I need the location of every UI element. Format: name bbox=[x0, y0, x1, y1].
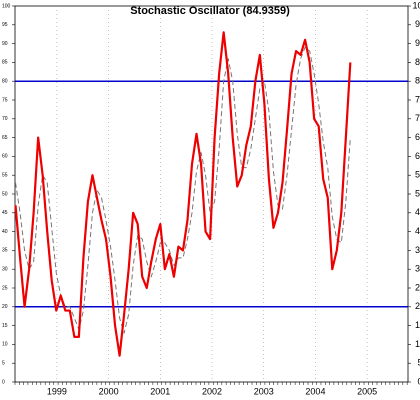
y-tick-label-right: 0 bbox=[417, 376, 420, 386]
x-tick-label: 2000 bbox=[99, 386, 119, 396]
x-tick-label: 2005 bbox=[357, 386, 377, 396]
y-tick-label-right: 65 bbox=[415, 132, 420, 142]
y-tick-label: 50 bbox=[2, 191, 8, 197]
y-tick-label-right: 35 bbox=[415, 245, 420, 255]
y-tick-label-right: 70 bbox=[415, 113, 420, 123]
y-tick-label-right: 20 bbox=[415, 301, 420, 311]
series-line bbox=[15, 46, 351, 334]
y-tick-label: 85 bbox=[2, 60, 8, 66]
y-tick-label: 0 bbox=[2, 379, 5, 385]
y-tick-label: 45 bbox=[2, 210, 8, 216]
y-tick-label: 10 bbox=[2, 342, 8, 348]
x-tick-label: 2001 bbox=[150, 386, 170, 396]
y-tick-label-right: 80 bbox=[415, 76, 420, 86]
y-tick-label: 90 bbox=[2, 41, 8, 47]
y-tick-label: 40 bbox=[2, 229, 8, 235]
y-tick-label-right: 60 bbox=[415, 151, 420, 161]
y-tick-label-right: 85 bbox=[415, 57, 420, 67]
x-tick-label: 2002 bbox=[202, 386, 222, 396]
y-tick-label: 5 bbox=[2, 361, 5, 367]
y-tick-label: 65 bbox=[2, 135, 8, 141]
y-tick-label-right: 5 bbox=[417, 358, 420, 368]
y-tick-label: 55 bbox=[2, 173, 8, 179]
chart-title: Stochastic Oscillator (84.9359) bbox=[130, 5, 290, 17]
y-tick-label: 100 bbox=[2, 3, 11, 9]
x-tick-label: 2003 bbox=[254, 386, 274, 396]
y-tick-label-right: 10 bbox=[415, 339, 420, 349]
y-tick-label: 80 bbox=[2, 79, 8, 85]
series-line bbox=[14, 31, 352, 357]
y-tick-label: 25 bbox=[2, 285, 8, 291]
y-tick-label-right: 100 bbox=[412, 0, 420, 10]
y-tick-label-right: 30 bbox=[415, 264, 420, 274]
y-tick-label-right: 15 bbox=[415, 320, 420, 330]
y-tick-label-right: 45 bbox=[415, 207, 420, 217]
y-tick-label: 20 bbox=[2, 304, 8, 310]
y-tick-label-right: 75 bbox=[415, 94, 420, 104]
y-tick-label-right: 55 bbox=[415, 170, 420, 180]
y-tick-label: 15 bbox=[2, 323, 8, 329]
y-tick-label: 30 bbox=[2, 267, 8, 273]
y-tick-label: 75 bbox=[2, 97, 8, 103]
y-tick-label: 70 bbox=[2, 116, 8, 122]
y-tick-label-right: 95 bbox=[415, 19, 420, 29]
y-tick-label: 35 bbox=[2, 248, 8, 254]
x-tick-label: 1999 bbox=[47, 386, 67, 396]
x-tick-label: 2004 bbox=[305, 386, 325, 396]
y-tick-label-right: 25 bbox=[415, 282, 420, 292]
y-tick-label-right: 90 bbox=[415, 38, 420, 48]
y-tick-label-right: 50 bbox=[415, 188, 420, 198]
y-tick-label: 60 bbox=[2, 154, 8, 160]
y-tick-label-right: 40 bbox=[415, 226, 420, 236]
y-tick-label: 95 bbox=[2, 22, 8, 28]
